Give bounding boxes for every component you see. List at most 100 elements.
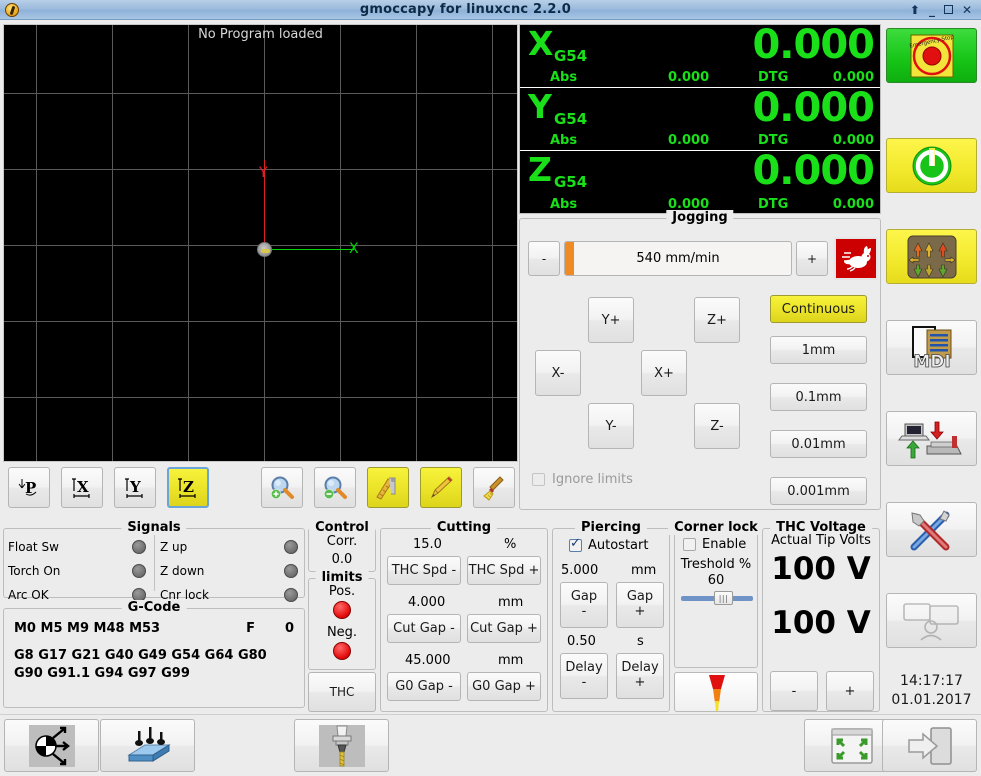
signal-led	[284, 588, 298, 602]
corner-lock-enable-row[interactable]: Enable	[683, 537, 746, 552]
toggle-offsets-button[interactable]	[420, 467, 462, 508]
jog-speed-plus-button[interactable]: +	[796, 241, 828, 276]
tool-table-button[interactable]	[100, 719, 195, 772]
corr-value: 0.0	[331, 551, 353, 567]
thc-voltage-subtitle: Actual Tip Volts	[771, 533, 871, 548]
minimize-icon[interactable]: _	[928, 2, 935, 17]
pierce-gap-minus-button[interactable]: Gap -	[560, 582, 608, 628]
limits-panel: limits Pos. Neg.	[308, 570, 376, 670]
thc-voltage-panel: THC Voltage Actual Tip Volts 100 V 100 V…	[762, 520, 880, 712]
broom-icon	[483, 475, 504, 501]
unshade-icon[interactable]: ⬆	[909, 2, 920, 17]
signals-column-right: Z up Z down Cnr lock	[160, 535, 306, 607]
view-z-button[interactable]: Z	[167, 467, 209, 508]
piercing-panel: Piercing Autostart 5.000 mm Gap - Gap + …	[552, 520, 670, 712]
jog-y-plus-button[interactable]: Y+	[588, 297, 634, 343]
gcode-preview[interactable]: No Program loaded Y X	[3, 24, 518, 462]
dro-dtg-label: DTG	[758, 70, 789, 85]
jog-speed-slider[interactable]: 540 mm/min	[564, 241, 792, 276]
jog-z-plus-button[interactable]: Z+	[694, 297, 740, 343]
clock-date: 01.01.2017	[891, 691, 972, 708]
signal-row: Z down	[160, 559, 306, 583]
corner-lock-enable-checkbox[interactable]	[683, 538, 696, 551]
ruler-icon	[376, 477, 396, 500]
tool-change-button[interactable]	[294, 719, 389, 772]
jog-speed-minus-button[interactable]: -	[528, 241, 560, 276]
pierce-gap-plus-button[interactable]: Gap +	[616, 582, 664, 628]
pierce-delay-plus-button[interactable]: Delay +	[616, 653, 664, 699]
zoom-out-icon	[324, 476, 347, 499]
jog-increment-0-001mm[interactable]: 0.001mm	[770, 477, 867, 505]
dro-row-x[interactable]: X G54 0.000 Abs 0.000 DTG 0.000	[520, 22, 880, 88]
close-icon[interactable]: ✕	[961, 2, 972, 17]
machine-power-button[interactable]	[886, 138, 977, 193]
threshold-slider[interactable]: |||	[681, 591, 753, 605]
gcode-title: G-Code	[121, 600, 187, 615]
touch-off-button[interactable]	[4, 719, 99, 772]
thc-voltage-plus-button[interactable]: +	[826, 671, 874, 711]
estop-button[interactable]: Emergency Stop	[886, 28, 977, 83]
view-x-button[interactable]: X	[61, 467, 103, 508]
svg-text:P: P	[25, 479, 36, 497]
view-y-icon: Y	[125, 478, 143, 498]
dro-value: 0.000	[752, 22, 875, 68]
jog-y-minus-button[interactable]: Y-	[588, 403, 634, 449]
cutting-title: Cutting	[430, 520, 498, 535]
slider-knob[interactable]: |||	[714, 591, 733, 605]
jog-increment-1mm[interactable]: 1mm	[770, 336, 867, 364]
tools-icon	[910, 509, 950, 550]
thc-speed-minus-button[interactable]: THC Spd -	[387, 556, 461, 585]
clear-plot-button[interactable]	[473, 467, 515, 508]
preview-status-text: No Program loaded	[198, 27, 323, 42]
svg-text:MDI: MDI	[913, 352, 950, 371]
jog-increment-0-1mm[interactable]: 0.1mm	[770, 383, 867, 411]
signals-divider	[154, 535, 155, 591]
signals-column-left: Float Sw Torch On Arc OK	[8, 535, 154, 607]
autostart-row[interactable]: Autostart	[569, 536, 648, 553]
settings-button[interactable]	[886, 502, 977, 557]
pierce-delay-minus-button[interactable]: Delay -	[560, 653, 608, 699]
signal-label: Torch On	[8, 564, 61, 578]
exit-button[interactable]	[882, 719, 977, 772]
ignore-limits-row[interactable]: Ignore limits	[532, 472, 633, 487]
cutting-panel: Cutting 15.0 % THC Spd - THC Spd + 4.000…	[380, 520, 548, 712]
jog-x-plus-button[interactable]: X+	[641, 350, 687, 396]
thc-speed-plus-button[interactable]: THC Spd +	[467, 556, 541, 585]
limits-title: limits	[315, 570, 369, 585]
mdi-mode-button[interactable]: MDI	[886, 320, 977, 375]
corner-lock-panel: Corner lock Enable Treshold % 60 |||	[668, 520, 764, 668]
toggle-dimensions-button[interactable]	[367, 467, 409, 508]
jog-x-minus-button[interactable]: X-	[535, 350, 581, 396]
dro-row-y[interactable]: Y G54 0.000 Abs 0.000 DTG 0.000	[520, 87, 880, 151]
jog-increment-0-01mm[interactable]: 0.01mm	[770, 430, 867, 458]
zoom-out-button[interactable]	[314, 467, 356, 508]
thc-toggle-button[interactable]: THC	[308, 672, 376, 712]
dro-row-z[interactable]: Z G54 0.000 Abs 0.000 DTG 0.000	[520, 150, 880, 214]
gcode-panel: G-Code M0 M5 M9 M48 M53 F 0 G8 G17 G21 G…	[3, 600, 305, 708]
cut-gap-minus-button[interactable]: Cut Gap -	[387, 614, 461, 643]
ignore-limits-checkbox[interactable]	[532, 473, 545, 486]
signal-label: Z up	[160, 540, 188, 554]
g0-gap-minus-button[interactable]: G0 Gap -	[387, 672, 461, 701]
manual-mode-button[interactable]	[886, 229, 977, 284]
dro-abs-label: Abs	[550, 197, 578, 212]
maximize-icon[interactable]	[943, 5, 953, 14]
zoom-in-button[interactable]	[261, 467, 303, 508]
view-y-button[interactable]: Y	[114, 467, 156, 508]
jog-z-minus-button[interactable]: Z-	[694, 403, 740, 449]
rapid-jog-button[interactable]	[834, 237, 878, 280]
jog-increment-continuous[interactable]: Continuous	[770, 295, 867, 323]
autostart-checkbox[interactable]	[569, 536, 582, 552]
thc-voltage-minus-button[interactable]: -	[770, 671, 818, 711]
g0-gap-plus-button[interactable]: G0 Gap +	[467, 672, 541, 701]
fullscreen-button[interactable]	[804, 719, 899, 772]
user-tabs-button[interactable]	[886, 593, 977, 648]
auto-mode-button[interactable]	[886, 411, 977, 466]
cut-gap-plus-button[interactable]: Cut Gap +	[467, 614, 541, 643]
thc-target-voltage: 100 V	[771, 605, 871, 641]
view-p-button[interactable]: P	[8, 467, 50, 508]
jog-speed-row: - 540 mm/min +	[528, 237, 878, 280]
limit-pos-label: Pos.	[328, 584, 356, 599]
threshold-value: 60	[707, 573, 725, 588]
limits-body: Pos. Neg.	[309, 584, 375, 666]
